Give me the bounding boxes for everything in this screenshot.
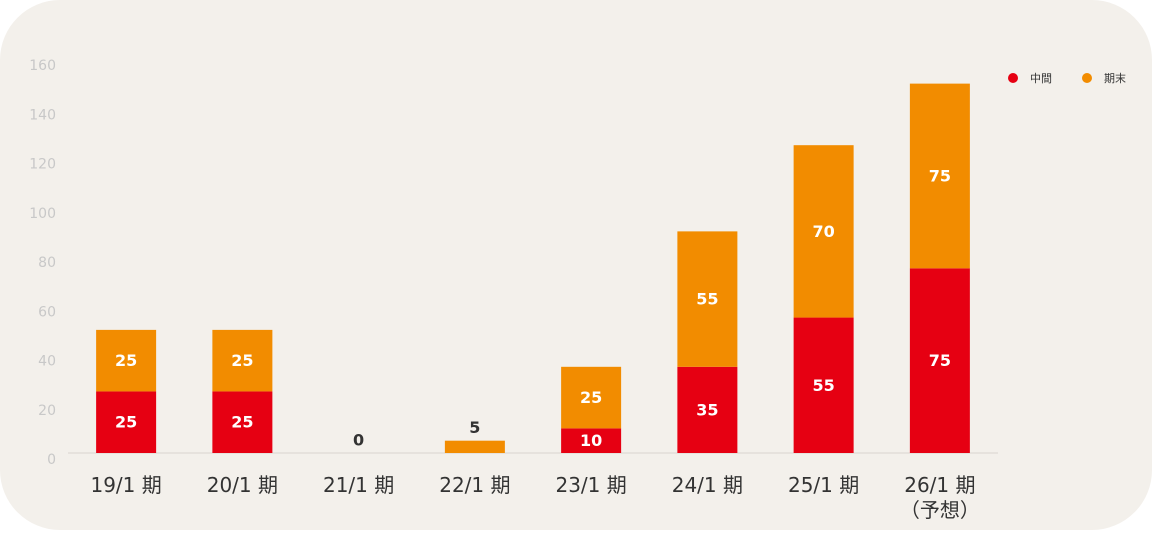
legend-marker	[1008, 73, 1018, 83]
bar-segment	[909, 83, 970, 269]
x-tick-label: 25/1 期	[788, 473, 859, 497]
legend-marker	[1082, 73, 1092, 83]
data-label: 10	[580, 431, 602, 450]
bar-segment	[96, 329, 157, 392]
data-label: 35	[696, 400, 718, 419]
bar-segment	[561, 366, 622, 429]
x-tick-label: 24/1 期	[672, 473, 743, 497]
legend-label: 中間	[1030, 72, 1052, 85]
bar-segment	[677, 366, 738, 453]
data-label: 75	[929, 166, 951, 185]
y-tick-label: 40	[38, 354, 56, 370]
bar-segment	[793, 145, 854, 318]
x-tick-label: 20/1 期	[207, 473, 278, 497]
x-tick-label: 26/1 期（予想）	[900, 473, 980, 522]
data-label: 25	[231, 413, 253, 432]
x-tick-label: 23/1 期	[555, 473, 626, 497]
y-tick-label: 60	[38, 304, 56, 320]
data-label: 25	[115, 413, 137, 432]
x-tick-label: 19/1 期	[90, 473, 161, 497]
bar-segment	[793, 317, 854, 453]
y-tick-label: 20	[38, 403, 56, 419]
data-label: 75	[929, 351, 951, 370]
bar-segment	[212, 391, 273, 453]
bar-segment	[444, 440, 505, 453]
y-tick-label: 120	[29, 157, 56, 173]
x-tick-label: 21/1 期	[323, 473, 394, 497]
bar-segment	[561, 428, 622, 453]
legend-label: 期末	[1104, 71, 1126, 85]
bar-segment	[212, 329, 273, 392]
data-label: 25	[580, 388, 602, 407]
data-label: 55	[812, 376, 834, 395]
y-tick-label: 80	[38, 255, 56, 271]
data-label: 0	[353, 431, 364, 450]
y-tick-label: 100	[29, 206, 56, 222]
data-label: 25	[115, 351, 137, 370]
bar-segment	[909, 268, 970, 453]
bar-segment	[96, 391, 157, 453]
bar-segment	[677, 231, 738, 367]
y-tick-label: 140	[29, 107, 56, 123]
y-tick-label: 160	[29, 58, 56, 74]
data-label: 5	[469, 418, 480, 437]
y-tick-label: 0	[47, 452, 56, 468]
x-tick-label: 22/1 期	[439, 473, 510, 497]
data-label: 25	[231, 351, 253, 370]
data-label: 55	[696, 290, 718, 309]
data-label: 70	[812, 222, 834, 241]
